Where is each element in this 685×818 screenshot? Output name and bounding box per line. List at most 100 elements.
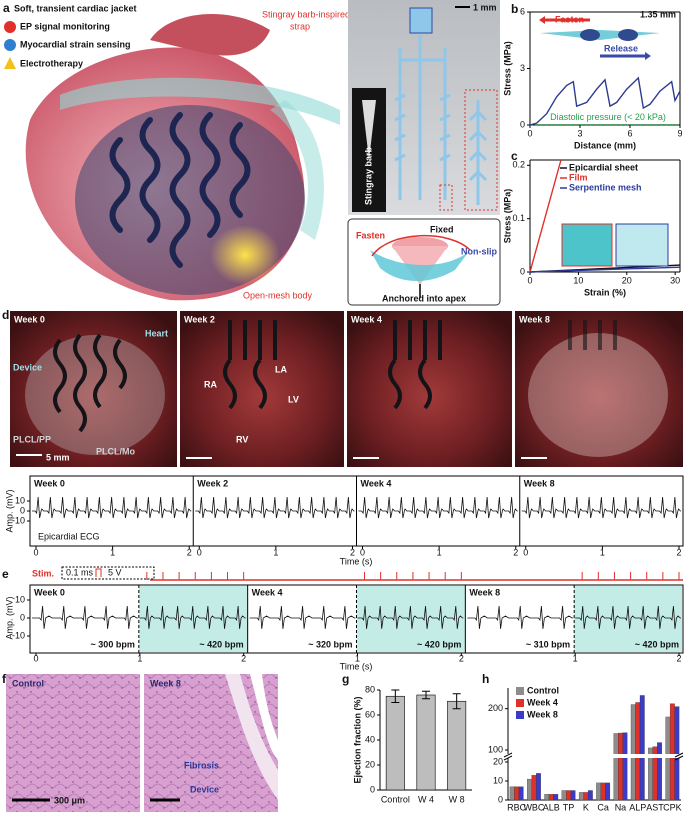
device-region [250, 674, 278, 760]
strap [270, 100, 324, 240]
x-axis-label: Strain (%) [584, 287, 626, 297]
legend-label: Film [569, 172, 588, 182]
y-tick-label: 3 [520, 63, 525, 73]
inset-film [561, 223, 613, 267]
bar [674, 706, 680, 801]
legend-swatch [516, 699, 524, 707]
error-bar [422, 690, 430, 700]
strap-knot [618, 29, 638, 41]
fibrosis-region [225, 674, 278, 800]
x-tick-label: K [583, 802, 589, 812]
arrow [371, 234, 471, 257]
y-axis-label: Stress (MPa) [502, 189, 512, 244]
x-tick-label: 0 [360, 547, 365, 557]
bar [605, 782, 611, 801]
x-tick-label: 2 [459, 653, 464, 663]
bar [630, 704, 636, 801]
x-tick-label: 1 [355, 653, 360, 663]
x-tick-label: 1 [137, 653, 142, 663]
x-tick-label: Ca [597, 802, 609, 812]
y-tick-label: 200 [488, 703, 503, 713]
legend-label: Serpentine mesh [569, 182, 642, 192]
ecg-trace [575, 605, 681, 629]
x-tick-label: 20 [622, 275, 632, 285]
section-label: Week 8 [524, 478, 555, 488]
bar [561, 790, 567, 801]
bar [639, 695, 645, 801]
pulse-shape [95, 568, 102, 577]
x-tick-label: 1 [273, 547, 278, 557]
error-bar [452, 693, 461, 710]
photo-note: Device [13, 362, 42, 372]
bar [518, 786, 524, 801]
panel-title: Soft, transient cardiac jacket [14, 3, 137, 13]
x-tick-label: WBC [523, 802, 544, 812]
photo-note: PLCL/PP [13, 434, 51, 444]
y-axis-label: Amp. (mV) [4, 489, 14, 532]
x-tick-label: TP [563, 802, 575, 812]
bar [596, 782, 602, 801]
x-tick-label: 1 [573, 653, 578, 663]
x-tick-label: W 8 [449, 794, 465, 804]
rate-label: ~ 300 bpm [91, 639, 135, 649]
icon [4, 57, 16, 69]
x-tick-label: AST [646, 802, 664, 812]
x-tick-label: 2 [350, 547, 355, 557]
stim-label: Stim. [32, 568, 54, 578]
image-label: Week 8 [150, 678, 181, 688]
error-bar [391, 689, 400, 703]
stim-glow [210, 225, 280, 285]
x-tick-label: 2 [676, 653, 681, 663]
schematic-label: Non-slip [461, 246, 497, 256]
x-tick-label: ALB [543, 802, 560, 812]
x-tick-label: 0 [33, 547, 38, 557]
arrow-head [539, 16, 545, 24]
barb [362, 100, 376, 160]
x-tick-label: 2 [676, 547, 681, 557]
series-line [529, 266, 681, 273]
y-tick-label: 0 [20, 612, 25, 622]
y-tick-label: 10 [493, 775, 503, 785]
bar [570, 790, 576, 801]
photo [10, 311, 177, 467]
bar [536, 773, 541, 801]
panel-f: f Control Week 8 Fibrosis Device 300 μm [2, 672, 278, 812]
x-tick-label: W 4 [418, 794, 434, 804]
ecg-trace [357, 605, 464, 629]
section-label: Week 2 [197, 478, 228, 488]
y-tick-label: 0.1 [512, 213, 525, 223]
bar [447, 700, 467, 791]
x-tick-label: 1 [437, 547, 442, 557]
panel-d-ecg: Amp. (mV) Epicardial ECG Time (s) [4, 475, 684, 566]
x-tick-label: 0 [527, 275, 532, 285]
photo-note: LV [288, 394, 299, 404]
photo-note: RA [204, 379, 217, 389]
inset-mesh [615, 223, 669, 267]
x-tick-label: 1 [110, 547, 115, 557]
rate-label: ~ 420 bpm [199, 639, 243, 649]
ecg-trace [195, 496, 355, 519]
arrow-label: Release [604, 43, 638, 53]
x-tick-label: RBC [507, 802, 527, 812]
legend-text: EP signal monitoring [20, 21, 110, 31]
series-line [529, 159, 562, 273]
photo-label: Week 0 [14, 314, 45, 324]
scale-label: 300 μm [54, 795, 85, 805]
panel-letter: f [2, 672, 7, 686]
callout-strap: strap [290, 21, 310, 31]
x-axis-label: Distance (mm) [574, 140, 636, 150]
legend-swatch [516, 711, 524, 719]
y-tick-label: 0 [20, 505, 25, 515]
photo-note: RV [236, 434, 248, 444]
section-label: Week 0 [34, 478, 65, 488]
x-tick-label: Control [381, 794, 410, 804]
photo-note: LA [275, 364, 287, 374]
photo-label: Week 4 [351, 314, 382, 324]
panel-letter: b [511, 2, 518, 16]
rate-label: ~ 310 bpm [526, 639, 570, 649]
axis-break-mark [503, 752, 684, 761]
image-note: Fibrosis [184, 760, 219, 770]
panel-letter: e [2, 567, 9, 581]
section-label: Week 4 [252, 587, 283, 597]
